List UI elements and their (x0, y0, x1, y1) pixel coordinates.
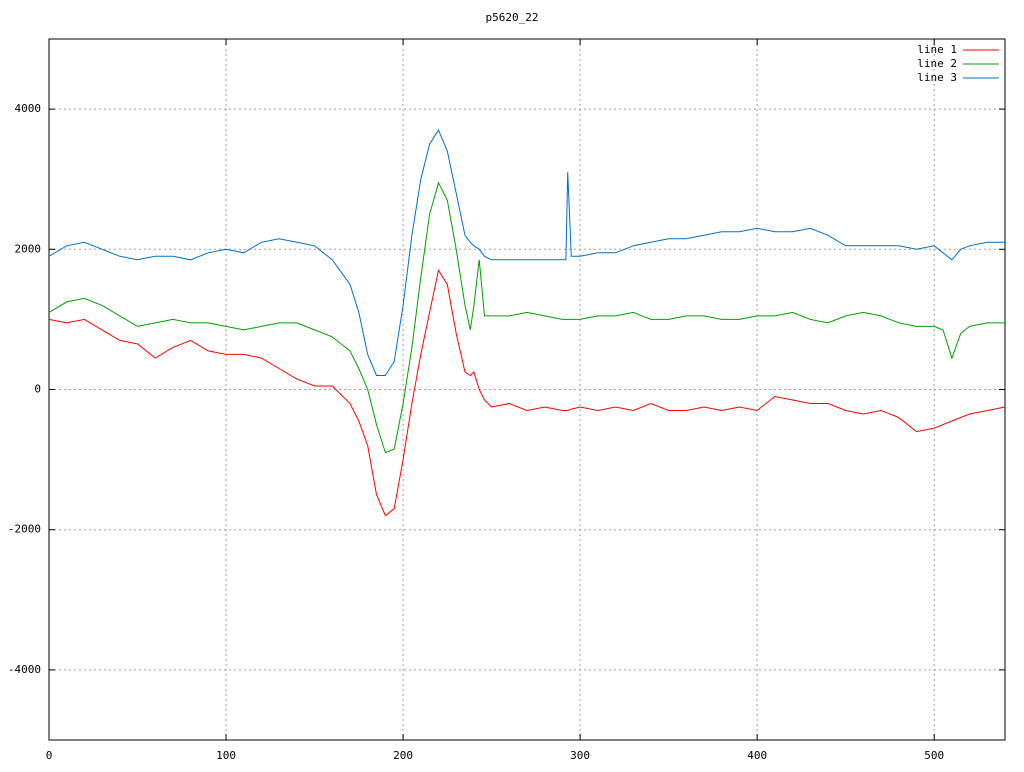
x-tick-label: 500 (924, 749, 944, 762)
legend-label: line 1 (917, 43, 957, 56)
x-tick-label: 100 (216, 749, 236, 762)
legend-label: line 2 (917, 57, 957, 70)
y-tick-label: -2000 (8, 523, 41, 536)
chart-title: p5620_22 (486, 11, 539, 24)
plot-frame (48, 38, 1006, 741)
line-series (48, 181, 1005, 454)
legend-label: line 3 (917, 71, 957, 84)
y-tick-label: 0 (34, 383, 41, 396)
y-tick-label: 2000 (15, 242, 42, 255)
y-tick-label: -4000 (8, 663, 41, 676)
x-tick-label: 200 (393, 749, 413, 762)
y-tick-label: 4000 (15, 102, 42, 115)
x-tick-label: 400 (747, 749, 767, 762)
x-tick-label: 0 (46, 749, 53, 762)
line-series (48, 129, 1005, 376)
x-tick-label: 300 (570, 749, 590, 762)
line-series (48, 268, 1006, 517)
